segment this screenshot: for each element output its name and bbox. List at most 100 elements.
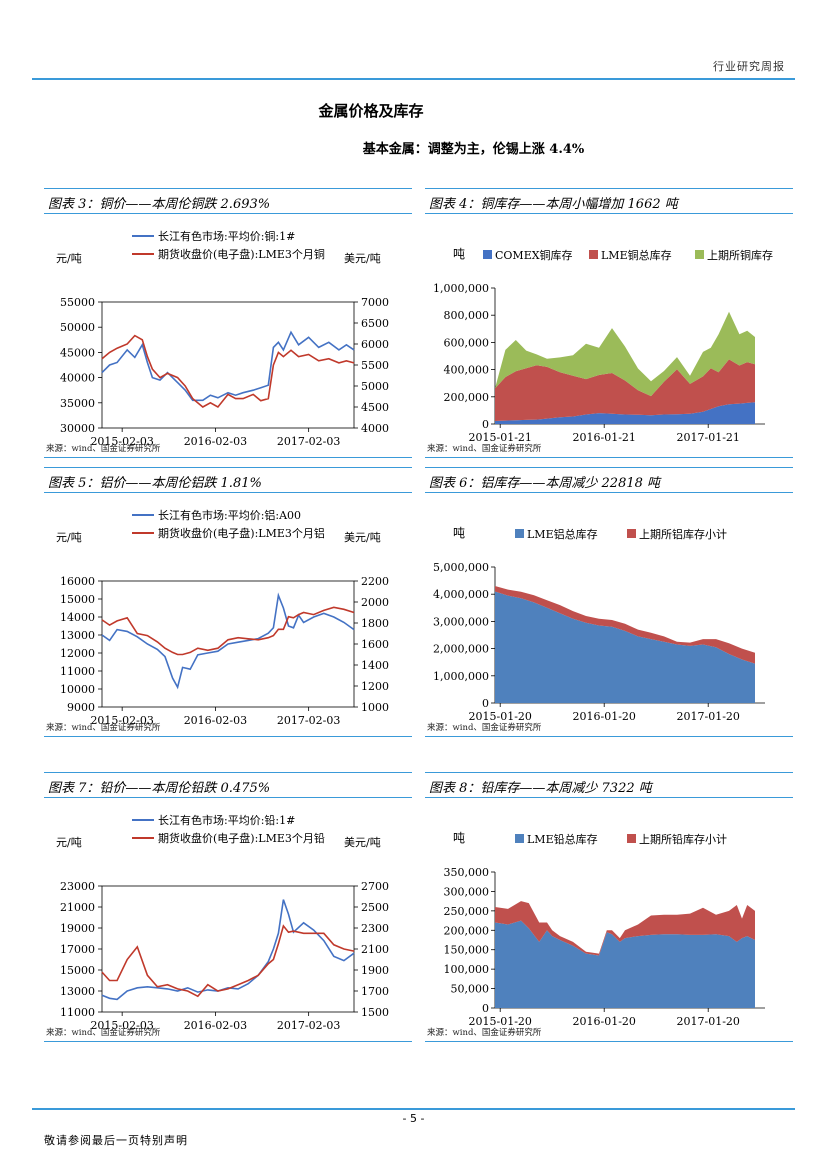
left-tick-label: 15000 [60, 964, 95, 977]
right-axis-unit: 美元/吨 [344, 252, 381, 265]
y-tick-label: 0 [482, 418, 489, 431]
legend-label: 上期所铝库存小计 [639, 527, 727, 541]
x-tick-label: 2015-01-21 [468, 431, 531, 444]
right-tick-label: 6500 [361, 317, 389, 330]
legend-label: 上期所铅库存小计 [639, 832, 727, 846]
series-line-2 [101, 606, 355, 656]
series-line-1 [101, 899, 355, 1001]
series-area-2 [495, 901, 755, 956]
right-tick-label: 2100 [361, 943, 389, 956]
right-tick-label: 4000 [361, 422, 389, 435]
x-tick-label: 2017-01-21 [676, 431, 739, 444]
legend-swatch [515, 834, 524, 843]
y-tick-label: 300,000 [444, 885, 490, 898]
x-tick-label: 2017-01-20 [676, 1015, 739, 1028]
chart-copper-inventory: 0 200,000 400,000 600,000 800,000 1,000,000 20… [425, 218, 793, 446]
panel-title: 图表 6：铝库存——本周减少 22818 吨 [425, 467, 793, 493]
right-tick-label: 1800 [361, 617, 389, 630]
right-tick-label: 1500 [361, 1006, 389, 1019]
panel-title: 图表 8：铅库存——本周减少 7322 吨 [425, 772, 793, 798]
panel-source: 来源：wind、国金证券研究所 [44, 1024, 412, 1042]
x-tick-label: 2015-01-20 [468, 710, 531, 723]
y-tick-label: 4,000,000 [433, 588, 489, 601]
panel-title: 图表 7：铅价——本周伦铅跌 0.475% [44, 772, 412, 798]
series-line-2 [101, 924, 355, 998]
right-tick-label: 2200 [361, 575, 389, 588]
right-tick-label: 1700 [361, 985, 389, 998]
panel-source: 来源：wind、国金证券研究所 [425, 719, 793, 737]
left-tick-label: 35000 [60, 397, 95, 410]
y-tick-label: 600,000 [444, 336, 490, 349]
y-axis-unit: 吨 [453, 526, 465, 540]
series-area-1 [495, 591, 755, 703]
footer-rule [32, 1108, 795, 1110]
legend-label: LME铜总库存 [601, 248, 672, 262]
left-tick-label: 23000 [60, 880, 95, 893]
x-tick-label: 2015-02-03 [90, 714, 153, 725]
y-tick-label: 200,000 [444, 391, 490, 404]
y-tick-label: 0 [482, 1002, 489, 1015]
left-tick-label: 55000 [60, 296, 95, 309]
panel-title: 图表 5：铝价——本周伦铝跌 1.81% [44, 467, 412, 493]
right-tick-label: 1400 [361, 659, 389, 672]
plot-background [44, 802, 412, 1030]
chart-lead-price: 11000 13000 15000 17000 19000 21000 23000 1500 1… [44, 802, 412, 1032]
left-tick-label: 21000 [60, 901, 95, 914]
x-tick-label: 2016-02-03 [184, 435, 247, 446]
series-line-2 [101, 334, 355, 409]
series-line-1 [101, 592, 355, 690]
right-tick-label: 5000 [361, 380, 389, 393]
left-tick-label: 10000 [60, 683, 95, 696]
right-axis-unit: 美元/吨 [344, 531, 381, 544]
chart-aluminum-price: 9000 10000 11000 12000 13000 14000 15000 16000 1… [44, 497, 412, 727]
y-tick-label: 150,000 [444, 944, 490, 957]
panel-title: 图表 3：铜价——本周伦铜跌 2.693% [44, 188, 412, 214]
x-tick-label: 2016-02-03 [184, 1019, 247, 1030]
panel-source: 来源：wind、国金证券研究所 [425, 1024, 793, 1042]
disclaimer-note: 敬请参阅最后一页特别声明 [44, 1134, 188, 1147]
legend-swatch [627, 834, 636, 843]
left-tick-label: 11000 [60, 665, 95, 678]
x-tick-label: 2016-01-20 [572, 1015, 635, 1028]
left-tick-label: 19000 [60, 922, 95, 935]
y-axis-unit: 吨 [453, 831, 465, 845]
y-tick-label: 0 [482, 697, 489, 710]
x-tick-label: 2017-02-03 [277, 1019, 340, 1030]
y-tick-label: 800,000 [444, 309, 490, 322]
right-tick-label: 1600 [361, 638, 389, 651]
panel-source: 来源：wind、国金证券研究所 [44, 719, 412, 737]
section-title: 金属价格及库存 [318, 102, 424, 120]
right-tick-label: 6000 [361, 338, 389, 351]
left-tick-label: 15000 [60, 593, 95, 606]
legend-label: 长江有色市场:平均价:铅:1# [158, 813, 295, 827]
left-tick-label: 17000 [60, 943, 95, 956]
series-area-2 [495, 359, 755, 421]
left-tick-label: 12000 [60, 647, 95, 660]
series-area-1 [495, 920, 755, 1008]
legend-label: 期货收盘价(电子盘):LME3个月铅 [158, 831, 325, 845]
y-tick-label: 50,000 [451, 983, 490, 996]
y-tick-label: 1,000,000 [433, 282, 489, 295]
legend-label: LME铝总库存 [527, 527, 598, 541]
y-tick-label: 3,000,000 [433, 615, 489, 628]
left-tick-label: 14000 [60, 611, 95, 624]
legend-swatch [483, 250, 492, 259]
left-tick-label: 40000 [60, 372, 95, 385]
y-tick-label: 2,000,000 [433, 643, 489, 656]
left-axis-unit: 元/吨 [56, 531, 82, 544]
x-tick-label: 2017-01-20 [676, 710, 739, 723]
y-tick-label: 1,000,000 [433, 670, 489, 683]
legend-label: COMEX铜库存 [495, 248, 573, 262]
panel-source: 来源：wind、国金证券研究所 [44, 440, 412, 458]
legend-label: 长江有色市场:平均价:铝:A00 [158, 508, 301, 522]
left-tick-label: 16000 [60, 575, 95, 588]
right-tick-label: 1900 [361, 964, 389, 977]
legend-label: 期货收盘价(电子盘):LME3个月铜 [158, 247, 325, 261]
chart-aluminum-inventory: 0 1,000,000 2,000,000 3,000,000 4,000,000 5,0… [425, 497, 793, 725]
y-tick-label: 5,000,000 [433, 561, 489, 574]
right-tick-label: 7000 [361, 296, 389, 309]
x-tick-label: 2015-02-03 [90, 435, 153, 446]
left-tick-label: 13000 [60, 629, 95, 642]
header-rule [32, 78, 795, 80]
right-tick-label: 2000 [361, 596, 389, 609]
